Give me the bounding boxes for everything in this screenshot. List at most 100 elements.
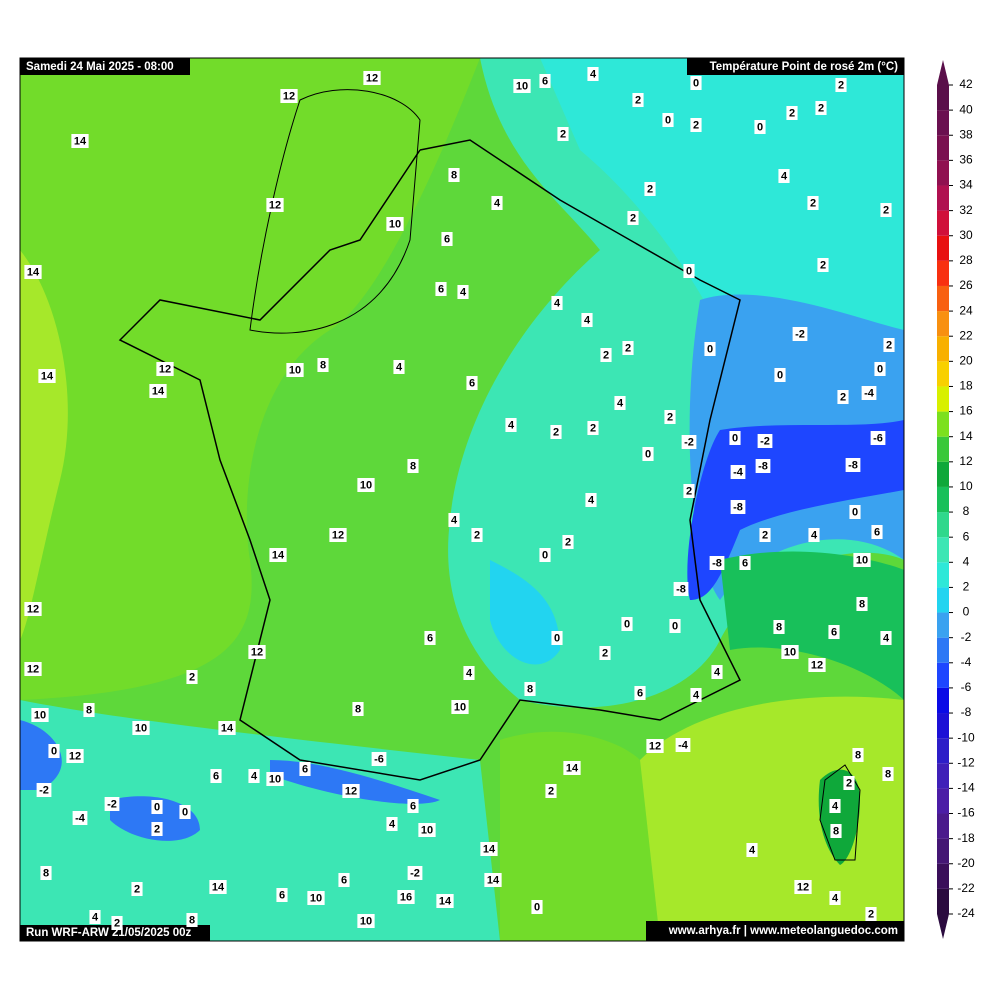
colorbar-tick-label: 28 <box>959 253 973 267</box>
station-label: -4 <box>730 465 746 479</box>
station-label-box <box>690 76 702 90</box>
station-label-box <box>363 71 381 85</box>
colorbar-segment <box>937 311 949 337</box>
station-label: 8 <box>83 703 95 717</box>
station-label: 6 <box>466 376 478 390</box>
colorbar-segment <box>937 235 949 261</box>
station-value: 6 <box>302 763 308 775</box>
station-value: 8 <box>451 169 457 181</box>
station-label-box <box>550 425 562 439</box>
station-value: 2 <box>189 671 195 683</box>
colorbar-tick-label: 8 <box>963 504 970 518</box>
colorbar-segment <box>937 336 949 362</box>
station-label-box <box>424 631 436 645</box>
station-label: 6 <box>338 873 350 887</box>
station-value: 12 <box>251 646 263 658</box>
station-label-box <box>463 666 475 680</box>
station-label-box <box>131 882 143 896</box>
station-value: 14 <box>152 385 165 397</box>
station-value: 14 <box>27 266 40 278</box>
station-label-box <box>829 891 841 905</box>
station-value: -4 <box>733 466 744 478</box>
station-label-box <box>600 348 612 362</box>
station-value: -8 <box>848 459 858 471</box>
station-value: 0 <box>877 363 883 375</box>
station-label-box <box>276 888 288 902</box>
station-label: 4 <box>581 313 593 327</box>
station-label-box <box>669 619 681 633</box>
station-label: 4 <box>491 196 503 210</box>
colorbar-tick-label: 34 <box>959 178 973 192</box>
station-label-box <box>545 784 557 798</box>
station-label-box <box>448 168 460 182</box>
station-value: 12 <box>69 750 81 762</box>
station-value: 4 <box>588 494 595 506</box>
station-label: -2 <box>407 866 423 880</box>
station-label: 2 <box>151 822 163 836</box>
station-value: 10 <box>135 722 147 734</box>
station-label-box <box>342 784 360 798</box>
station-label: 2 <box>759 528 771 542</box>
station-label: 6 <box>441 232 453 246</box>
station-value: 10 <box>310 892 322 904</box>
station-label: 6 <box>424 631 436 645</box>
station-value: 0 <box>693 77 699 89</box>
station-value: 8 <box>189 914 195 926</box>
station-label: 2 <box>600 348 612 362</box>
station-label-box <box>407 799 419 813</box>
station-value: 4 <box>396 361 403 373</box>
station-value: 6 <box>279 889 285 901</box>
station-label: 6 <box>539 74 551 88</box>
station-label-box <box>357 914 375 928</box>
station-label-box <box>646 739 664 753</box>
station-value: 0 <box>852 506 858 518</box>
station-label: 4 <box>457 285 469 299</box>
station-label: 6 <box>210 769 222 783</box>
station-value: -6 <box>873 432 883 444</box>
colorbar-segment <box>937 411 949 437</box>
station-value: 2 <box>818 102 824 114</box>
station-value: 2 <box>134 883 140 895</box>
station-value: -2 <box>760 435 770 447</box>
station-label: 10 <box>853 553 871 567</box>
station-value: 10 <box>516 80 528 92</box>
station-label: 2 <box>644 182 656 196</box>
station-label: 8 <box>773 620 785 634</box>
station-label: 0 <box>539 548 551 562</box>
station-label: 2 <box>883 338 895 352</box>
station-label-box <box>673 582 689 596</box>
station-value: 2 <box>762 529 768 541</box>
station-label-box <box>317 358 329 372</box>
station-label-box <box>729 431 741 445</box>
colorbar-segment <box>937 512 949 538</box>
map-title: Température Point de rosé 2m (°C) <box>710 61 899 73</box>
station-label-box <box>299 762 311 776</box>
station-label-box <box>441 232 453 246</box>
colorbar-tick-label: -14 <box>957 781 975 795</box>
station-value: 12 <box>797 881 809 893</box>
station-label-box <box>513 79 531 93</box>
colorbar-segment <box>937 788 949 814</box>
station-label-box <box>690 118 702 132</box>
colorbar-segment <box>937 260 949 286</box>
station-label-box <box>755 459 771 473</box>
station-value: 6 <box>874 526 880 538</box>
station-label-box <box>524 682 536 696</box>
station-value: 10 <box>856 554 868 566</box>
station-value: -2 <box>410 867 420 879</box>
station-label-box <box>371 752 387 766</box>
station-value: 2 <box>647 183 653 195</box>
colorbar-segment <box>937 587 949 613</box>
station-label: 0 <box>874 362 886 376</box>
station-value: 0 <box>757 121 763 133</box>
colorbar-tick-label: -20 <box>957 856 975 870</box>
station-label-box <box>551 296 563 310</box>
station-value: 12 <box>283 90 295 102</box>
station-label-box <box>480 842 498 856</box>
station-label-box <box>757 434 773 448</box>
station-value: 12 <box>366 72 378 84</box>
station-label: -2 <box>104 797 120 811</box>
station-label: 4 <box>463 666 475 680</box>
station-label: 8 <box>830 824 842 838</box>
station-label-box <box>557 127 569 141</box>
